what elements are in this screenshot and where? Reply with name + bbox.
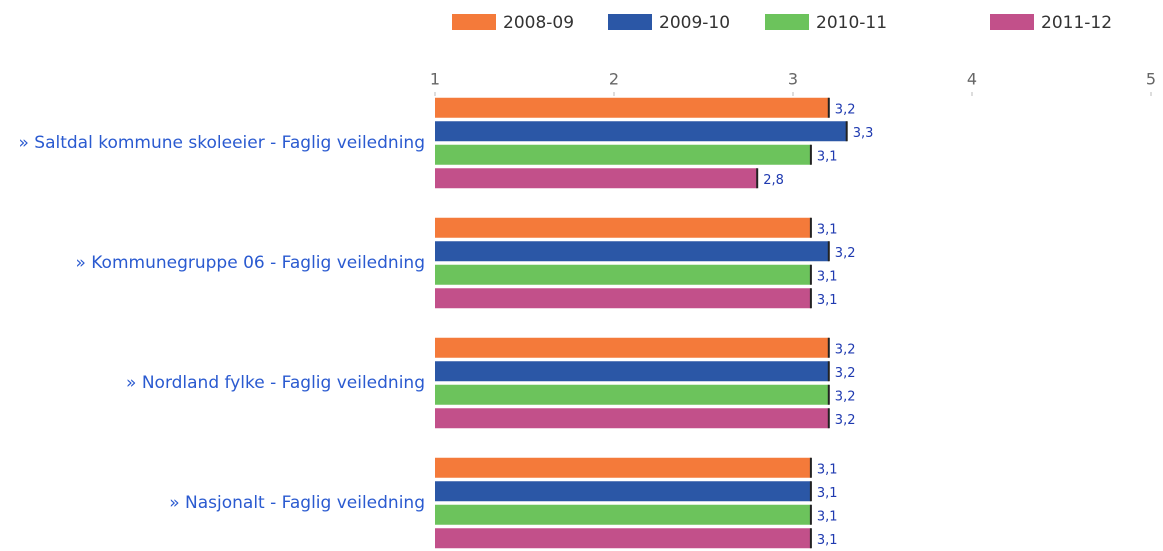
legend-label: 2009-10: [659, 13, 730, 33]
value-label: 3,1: [817, 509, 838, 524]
value-label: 3,1: [817, 486, 838, 501]
value-label: 3,2: [835, 342, 856, 357]
bar: [435, 121, 847, 142]
x-tick-label: 5: [1146, 70, 1156, 89]
category-label: » Saltdal kommune skoleeier - Faglig vei…: [18, 132, 425, 153]
bar: [435, 168, 758, 189]
bar: [435, 144, 811, 165]
x-tick-label: 3: [788, 70, 798, 89]
x-tick-label: 4: [967, 70, 977, 89]
value-label: 3,2: [835, 389, 856, 404]
category-label: » Kommunegruppe 06 - Faglig veiledning: [75, 252, 425, 273]
x-tick-label: 1: [430, 70, 440, 89]
bar: [435, 528, 811, 549]
legend-swatch: [990, 14, 1034, 30]
bar: [435, 504, 811, 525]
value-label: 3,1: [817, 222, 838, 237]
legend-swatch: [452, 14, 496, 30]
bar: [435, 288, 811, 309]
value-label: 3,1: [817, 269, 838, 284]
value-label: 3,2: [835, 413, 856, 428]
legend-swatch: [608, 14, 652, 30]
bar: [435, 361, 829, 382]
category-label: » Nasjonalt - Faglig veiledning: [169, 492, 425, 513]
x-tick-label: 2: [609, 70, 619, 89]
bar: [435, 217, 811, 238]
bar: [435, 457, 811, 478]
bar: [435, 481, 811, 502]
value-label: 3,1: [817, 533, 838, 548]
legend-label: 2011-12: [1041, 13, 1112, 33]
value-label: 3,1: [817, 462, 838, 477]
value-label: 3,2: [835, 366, 856, 381]
bar: [435, 97, 829, 118]
value-label: 3,3: [853, 126, 874, 141]
legend-swatch: [765, 14, 809, 30]
bar: [435, 408, 829, 429]
bar: [435, 264, 811, 285]
legend-label: 2008-09: [503, 13, 574, 33]
bar: [435, 337, 829, 358]
bar: [435, 384, 829, 405]
legend-label: 2010-11: [816, 13, 887, 33]
value-label: 3,2: [835, 246, 856, 261]
value-label: 2,8: [763, 173, 784, 188]
value-label: 3,1: [817, 293, 838, 308]
value-label: 3,2: [835, 102, 856, 117]
value-label: 3,1: [817, 149, 838, 164]
bar: [435, 241, 829, 262]
category-label: » Nordland fylke - Faglig veiledning: [126, 372, 425, 393]
